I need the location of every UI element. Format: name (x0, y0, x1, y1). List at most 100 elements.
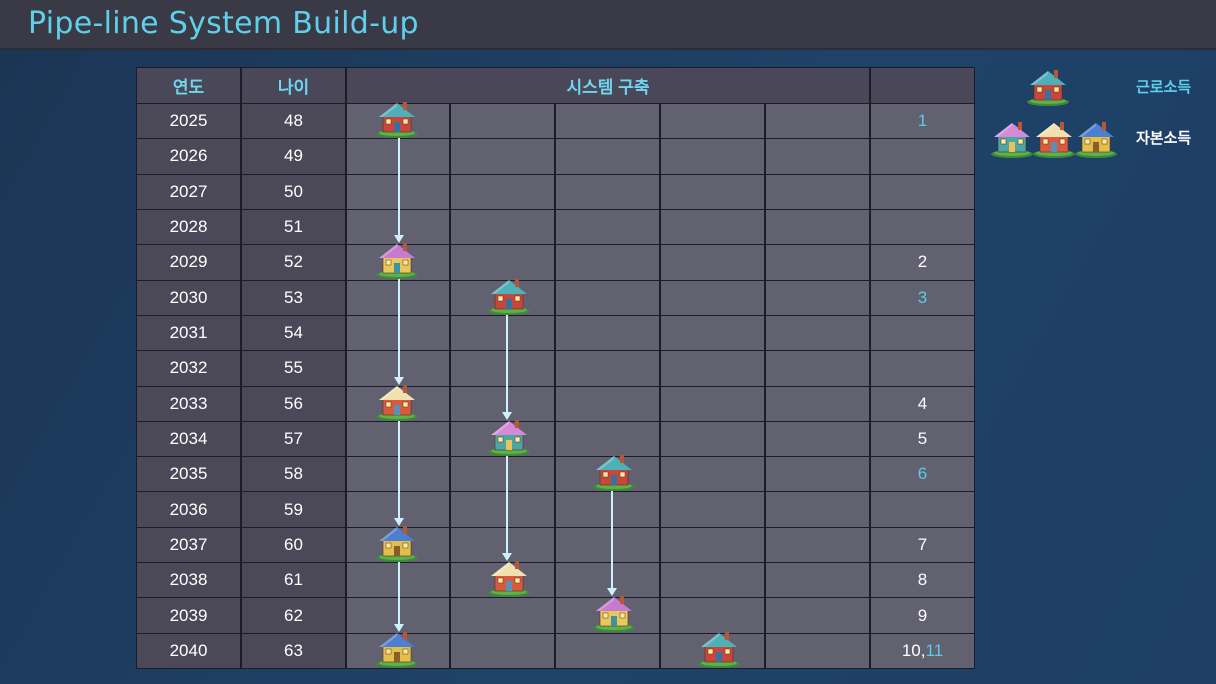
flow-arrow (394, 277, 404, 385)
house-icon (374, 381, 420, 421)
house-icon (486, 275, 532, 315)
system-cell (660, 103, 765, 140)
title-bar: Pipe-line System Build-up (0, 0, 1216, 50)
system-cell (555, 173, 660, 210)
house-icon (374, 239, 420, 280)
legend-capital-income: 자본소득 (1136, 130, 1192, 147)
age-cell: 59 (241, 491, 346, 528)
year-cell: 2034 (136, 420, 241, 458)
page-title: Pipe-line System Build-up (28, 6, 419, 41)
count-cell: 2 (870, 244, 975, 281)
house-icon (486, 416, 532, 456)
count-value: 4 (917, 393, 928, 413)
year-cell: 2031 (136, 314, 241, 352)
count-value: 5 (917, 428, 928, 448)
house-icon (374, 98, 420, 138)
system-cell (660, 279, 765, 316)
count-value: , (920, 640, 926, 660)
system-cell (450, 632, 555, 669)
system-cell (765, 138, 870, 175)
count-cell (870, 350, 975, 387)
system-cell (765, 244, 870, 281)
count-value: 7 (917, 534, 928, 554)
system-cell (660, 562, 765, 599)
system-cell (660, 244, 765, 281)
house-icon (1073, 118, 1119, 158)
count-cell: 5 (870, 420, 975, 458)
system-cell (555, 244, 660, 281)
year-cell: 2038 (136, 562, 241, 599)
legend-labor-income: 근로소득 (1136, 79, 1192, 96)
system-cell (450, 491, 555, 528)
system-cell (660, 420, 765, 458)
header-age: 나이 (241, 67, 346, 104)
system-cell (765, 173, 870, 210)
system-cell (660, 314, 765, 352)
year-cell: 2035 (136, 456, 241, 493)
system-cell (765, 420, 870, 458)
age-cell: 53 (241, 279, 346, 316)
count-cell: 8 (870, 562, 975, 599)
year-cell: 2032 (136, 350, 241, 387)
house-icon (1031, 118, 1077, 158)
year-cell: 2026 (136, 138, 241, 175)
house-icon (696, 628, 742, 668)
count-cell (870, 173, 975, 210)
system-cell (555, 491, 660, 528)
age-cell: 62 (241, 597, 346, 634)
system-cell (765, 385, 870, 422)
count-value: 2 (917, 252, 928, 272)
age-cell: 49 (241, 138, 346, 175)
flow-arrow (606, 489, 617, 597)
age-cell: 63 (241, 632, 346, 669)
year-cell: 2036 (136, 491, 241, 528)
pipeline-table: 연도 나이 시스템 구축 2025 48 1 2026 49 2027 50 2028 51 2029 5… (136, 67, 975, 669)
system-cell (450, 350, 555, 387)
house-icon (374, 628, 420, 668)
system-cell (765, 632, 870, 669)
house-icon (591, 451, 637, 492)
count-value: 9 (917, 605, 928, 625)
count-value: 3 (917, 287, 928, 307)
year-cell: 2030 (136, 279, 241, 316)
age-cell: 51 (241, 208, 346, 246)
system-cell (765, 103, 870, 140)
count-cell (870, 138, 975, 175)
count-value: 6 (917, 464, 928, 484)
header-system: 시스템 구축 (346, 67, 870, 104)
system-cell (660, 208, 765, 246)
count-cell: 6 (870, 456, 975, 493)
system-cell (765, 314, 870, 352)
system-cell (555, 208, 660, 246)
year-cell: 2040 (136, 632, 241, 669)
count-cell: 9 (870, 597, 975, 634)
house-icon (486, 557, 532, 598)
flow-arrow (394, 560, 404, 632)
flow-arrow (501, 454, 512, 561)
system-cell (660, 456, 765, 493)
system-cell (660, 385, 765, 422)
age-cell: 50 (241, 173, 346, 210)
age-cell: 56 (241, 385, 346, 422)
count-cell (870, 491, 975, 528)
year-cell: 2039 (136, 597, 241, 634)
system-cell (765, 526, 870, 564)
header-year: 연도 (136, 67, 241, 104)
age-cell: 57 (241, 420, 346, 458)
system-cell (450, 314, 555, 352)
system-cell (765, 456, 870, 493)
year-cell: 2025 (136, 103, 241, 140)
count-cell (870, 208, 975, 246)
system-cell (765, 350, 870, 387)
system-cell (765, 562, 870, 599)
house-icon (374, 522, 420, 562)
year-cell: 2027 (136, 173, 241, 210)
count-value: 1 (917, 111, 928, 131)
system-cell (765, 597, 870, 634)
system-cell (765, 279, 870, 316)
age-cell: 60 (241, 526, 346, 564)
age-cell: 48 (241, 103, 346, 140)
count-value: 11 (925, 640, 944, 660)
age-cell: 58 (241, 456, 346, 493)
year-cell: 2028 (136, 208, 241, 246)
